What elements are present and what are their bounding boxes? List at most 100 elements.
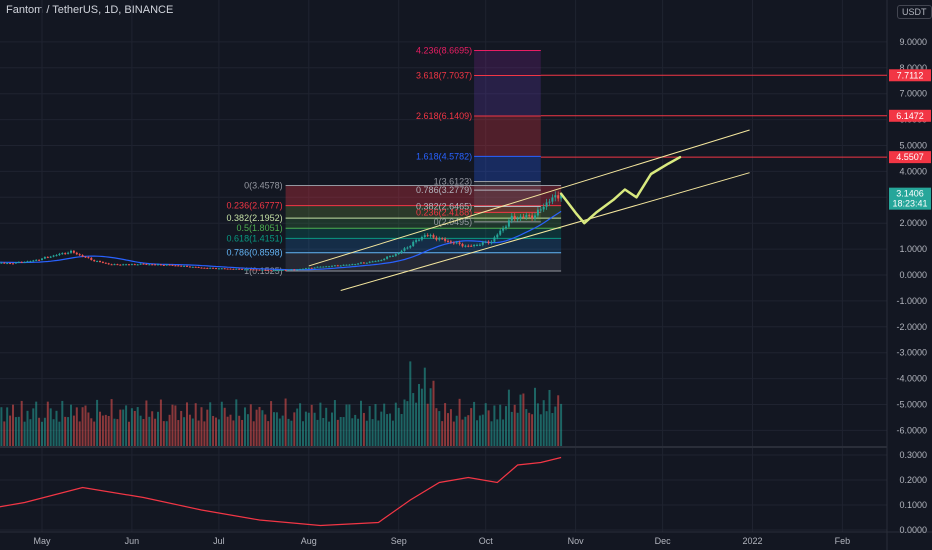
candle-body	[107, 263, 110, 265]
candle-body	[449, 241, 452, 243]
volume-bar	[467, 415, 470, 446]
candle-body	[101, 261, 104, 263]
candle-body	[339, 265, 342, 267]
candle-body	[72, 250, 75, 253]
candle-body	[542, 206, 545, 210]
volume-bar	[499, 404, 502, 446]
candle-body	[75, 252, 78, 255]
volume-bar	[159, 399, 162, 446]
volume-bar	[136, 407, 139, 446]
candle-body	[438, 238, 441, 240]
candle-body	[371, 261, 374, 263]
candle-body	[180, 265, 183, 267]
candle-body	[278, 269, 281, 271]
time-axis-label: Sep	[391, 536, 407, 546]
volume-bar	[183, 417, 186, 446]
volume-bar	[386, 414, 389, 446]
volume-bar	[264, 414, 267, 446]
candle-body	[322, 266, 325, 268]
candle-body	[287, 269, 290, 271]
fib-extension-zone	[474, 181, 541, 191]
volume-bar	[171, 404, 174, 446]
volume-bar	[49, 408, 52, 446]
volume-bar	[542, 400, 545, 446]
candle-body	[328, 266, 331, 268]
volume-bar	[397, 407, 400, 446]
candle-body	[481, 242, 484, 245]
fib-extension-label: 0.382(2.6465)	[416, 201, 472, 211]
volume-bar	[142, 419, 145, 446]
candle-body	[551, 197, 554, 202]
candle-body	[197, 267, 200, 269]
fib-extension-label: 3.618(7.7037)	[416, 70, 472, 80]
candle-body	[290, 269, 293, 271]
candle-body	[461, 243, 464, 247]
fib-retracement-zone	[285, 228, 562, 239]
volume-bar	[151, 411, 154, 446]
volume-bar	[52, 419, 55, 446]
volume-bar	[12, 404, 14, 446]
volume-bar	[403, 399, 406, 446]
time-axis-label: Feb	[835, 536, 851, 546]
candle-body	[394, 254, 397, 256]
volume-bar	[232, 420, 235, 446]
volume-bar	[139, 415, 142, 446]
candle-body	[342, 264, 345, 266]
candle-body	[557, 195, 560, 199]
candle-body	[560, 195, 563, 199]
volume-bar	[55, 410, 58, 446]
projection-path	[559, 155, 682, 225]
volume-bar	[507, 389, 510, 446]
moving-average-line	[0, 210, 562, 271]
time-axis-label: 2022	[742, 536, 762, 546]
volume-bar	[502, 419, 505, 446]
candle-body	[157, 264, 159, 266]
fib-extension-label: 1.618(4.5782)	[416, 151, 472, 161]
candle-body	[519, 216, 522, 219]
candle-body	[380, 260, 383, 262]
candle-body	[325, 266, 328, 268]
candle-body	[177, 265, 180, 267]
volume-bar	[148, 416, 151, 446]
candle-body	[302, 268, 304, 270]
candle-body	[368, 261, 371, 263]
volume-bar	[284, 398, 287, 446]
volume-bar	[432, 380, 435, 446]
volume-bar	[322, 417, 325, 446]
candle-body	[226, 268, 229, 270]
candle-body	[293, 269, 296, 271]
candle-body	[110, 264, 113, 266]
price-axis-label: -4.0000	[896, 374, 927, 384]
currency-unit-badge[interactable]: USDT	[897, 5, 932, 19]
fib-extension-zone	[474, 50, 541, 76]
volume-bar	[186, 402, 188, 446]
volume-bar	[249, 404, 252, 446]
volume-bar	[96, 399, 99, 446]
price-tag-value: 6.1472	[896, 111, 924, 121]
candle-body	[357, 263, 360, 265]
fib-retracement-label: 0.236(2.6777)	[227, 201, 283, 211]
volume-bar	[35, 401, 38, 446]
candle-body	[473, 245, 476, 247]
candle-body	[119, 264, 122, 266]
volume-bar	[473, 401, 476, 446]
volume-bar	[455, 415, 458, 446]
candle-body	[415, 240, 418, 242]
candle-body	[267, 269, 270, 271]
price-tag-value: 7.7112	[897, 70, 924, 80]
fib-extension-label: 0.786(3.2779)	[416, 185, 472, 195]
price-axis-label: -2.0000	[896, 322, 927, 332]
fib-extension-label: 4.236(8.6695)	[416, 45, 472, 55]
candle-body	[14, 262, 17, 264]
volume-bar	[168, 414, 171, 446]
volume-bar	[557, 395, 560, 446]
volume-bar	[374, 404, 377, 446]
volume-bar	[464, 416, 467, 446]
candle-body	[232, 268, 235, 270]
candle-body	[188, 266, 191, 268]
candle-body	[61, 253, 64, 255]
volume-bar	[20, 400, 23, 446]
volume-bar	[510, 411, 513, 446]
candle-body	[133, 264, 136, 266]
